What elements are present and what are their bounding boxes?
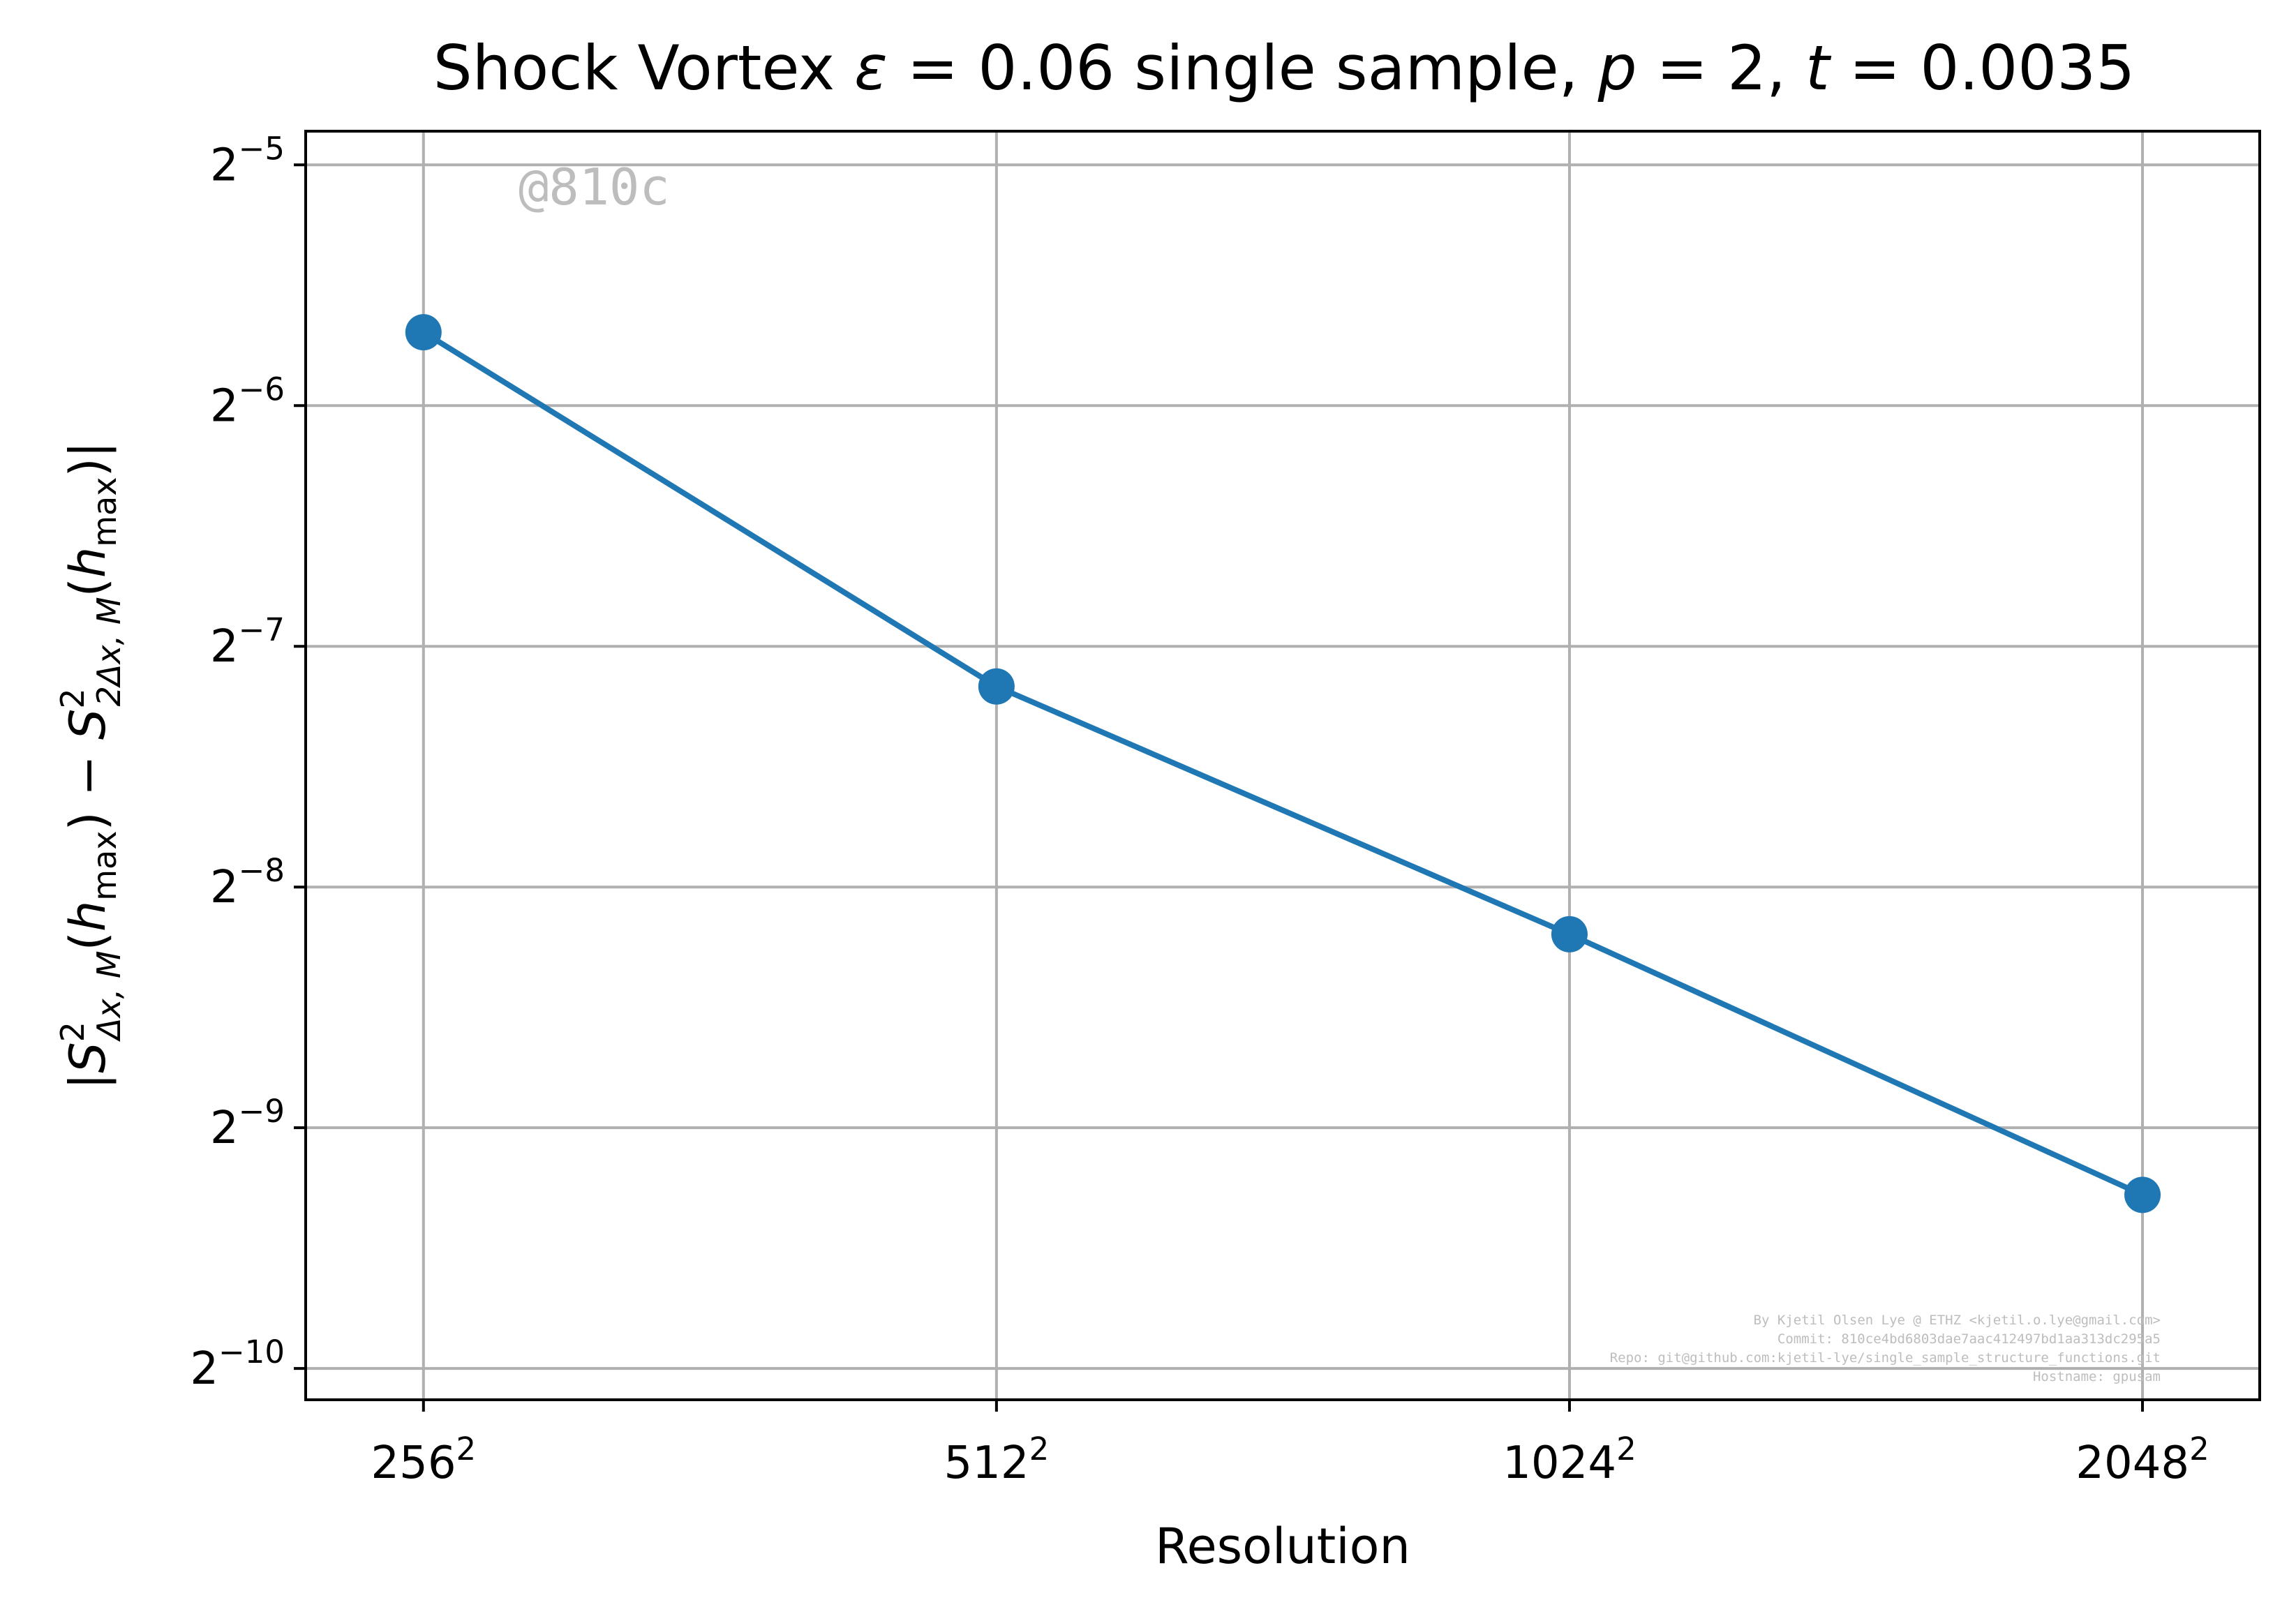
data-point — [2124, 1176, 2161, 1213]
credit-hostname: Hostname: gpusam — [2033, 1369, 2161, 1384]
series-line — [420, 329, 2146, 1198]
y-tick-label: 2−8 — [210, 852, 285, 913]
credit-commit: Commit: 810ce4bd6803dae7aac412497bd1aa31… — [1777, 1331, 2161, 1347]
x-tick-label: 20482 — [2075, 1430, 2209, 1489]
y-tick-label: 2−7 — [210, 611, 285, 673]
credit-author: By Kjetil Olsen Lye @ ETHZ <kjetil.o.lye… — [1754, 1313, 2161, 1328]
data-series — [405, 314, 2161, 1213]
chart-title: Shock Vortex ε = 0.06 single sample, p =… — [433, 32, 2135, 104]
plot-frame — [304, 130, 2261, 1401]
data-point — [405, 314, 442, 351]
grid — [306, 131, 2260, 1400]
y-tick-label: 2−5 — [210, 130, 285, 191]
x-tick-label: 10242 — [1503, 1430, 1637, 1489]
commit-tag: @810c — [519, 158, 670, 216]
data-point — [978, 668, 1015, 705]
y-axis-label: |S2Δx, M(hmax) − S22Δx, M(hmax)| — [54, 442, 128, 1090]
y-tick-label: 2−6 — [210, 371, 285, 432]
x-tick-label: 2562 — [371, 1430, 476, 1489]
x-tick-label: 5122 — [944, 1430, 1049, 1489]
credits: By Kjetil Olsen Lye @ ETHZ <kjetil.o.lye… — [1610, 1313, 2161, 1384]
data-point — [1551, 916, 1588, 952]
y-tick-label: 2−9 — [210, 1093, 285, 1154]
credit-repo: Repo: git@github.com:kjetil-lye/single_s… — [1610, 1350, 2161, 1366]
axis-ticks: 2562 5122 10242 20482 2−5 2−6 2−7 2−8 2−9 2−10 — [190, 130, 2209, 1489]
y-tick-label: 2−10 — [190, 1333, 285, 1395]
x-axis-label: Resolution — [1155, 1518, 1410, 1575]
